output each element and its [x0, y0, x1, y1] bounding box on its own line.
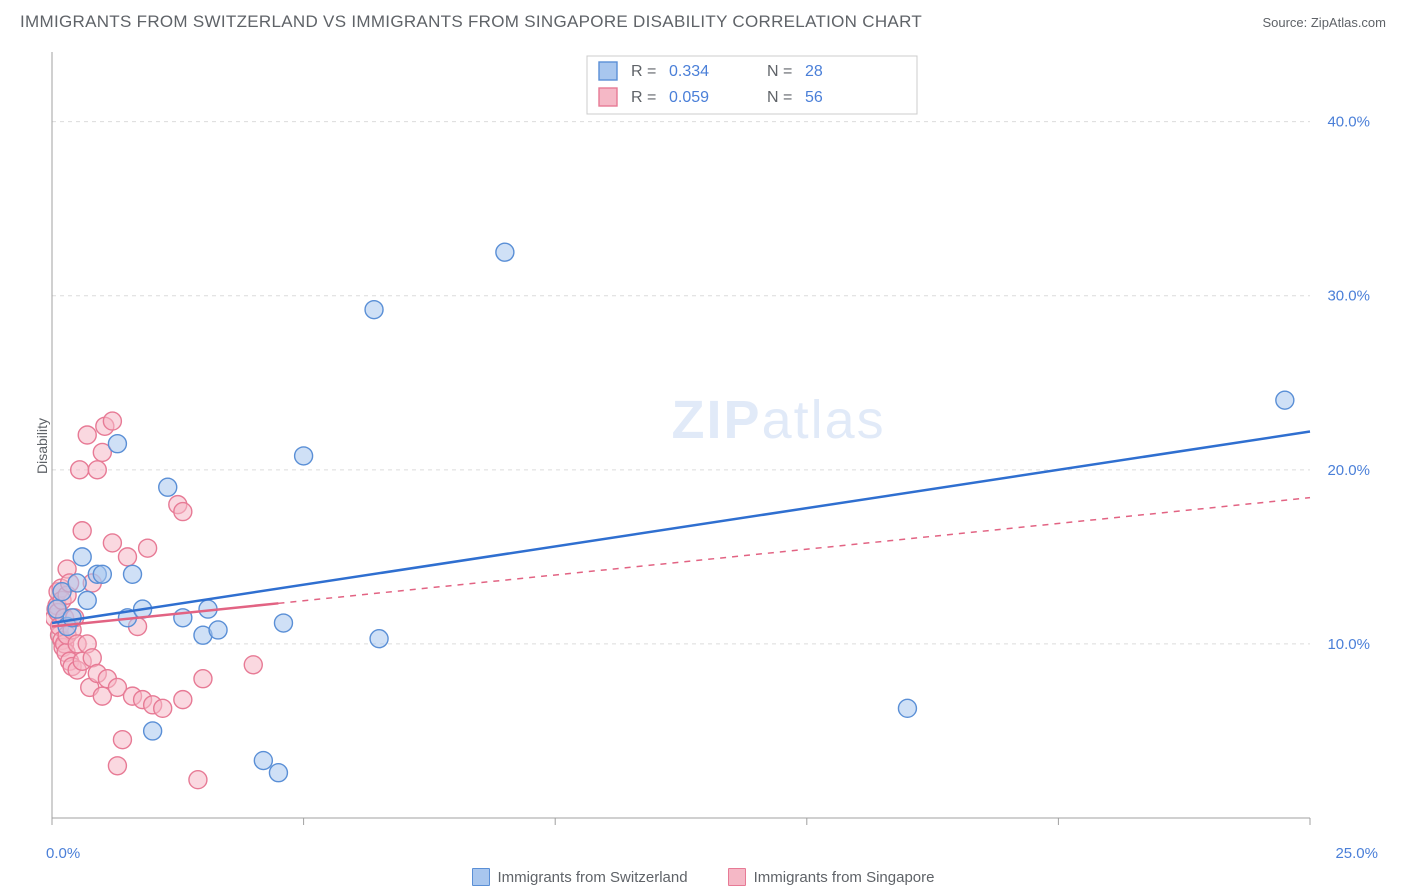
source-link[interactable]: ZipAtlas.com: [1311, 15, 1386, 30]
source-prefix: Source:: [1262, 15, 1310, 30]
svg-text:30.0%: 30.0%: [1327, 288, 1370, 305]
data-point: [118, 548, 136, 566]
legend-label-singapore: Immigrants from Singapore: [754, 869, 935, 886]
data-point: [78, 426, 96, 444]
stats-swatch: [599, 88, 617, 106]
stats-swatch: [599, 62, 617, 80]
chart-title: IMMIGRANTS FROM SWITZERLAND VS IMMIGRANT…: [20, 12, 922, 32]
x-min-label: 0.0%: [46, 845, 80, 862]
svg-text:20.0%: 20.0%: [1327, 462, 1370, 479]
stats-n-label: N =: [767, 63, 792, 80]
data-point: [139, 539, 157, 557]
stats-n-value: 28: [805, 63, 823, 80]
data-point: [1276, 391, 1294, 409]
data-point: [103, 412, 121, 430]
stats-r-label: R =: [631, 89, 656, 106]
data-point: [108, 757, 126, 775]
data-point: [496, 243, 514, 261]
data-point: [194, 670, 212, 688]
chart-area: 10.0% 20.0% 30.0% 40.0% ZIPatlas R = 0.334 N = 2…: [46, 46, 1378, 830]
data-point: [68, 574, 86, 592]
data-point: [159, 478, 177, 496]
regression-line-dashed: [278, 498, 1310, 604]
data-point: [88, 461, 106, 479]
data-point: [898, 699, 916, 717]
legend-label-switzerland: Immigrants from Switzerland: [498, 869, 688, 886]
data-point: [189, 771, 207, 789]
legend-swatch-singapore: [728, 868, 746, 886]
data-point: [244, 656, 262, 674]
stats-r-value: 0.334: [669, 63, 709, 80]
legend-swatch-switzerland: [472, 868, 490, 886]
stats-n-label: N =: [767, 89, 792, 106]
data-point: [209, 621, 227, 639]
data-point: [71, 461, 89, 479]
source-label: Source: ZipAtlas.com: [1262, 15, 1386, 30]
data-point: [73, 522, 91, 540]
data-point: [269, 764, 287, 782]
data-point: [370, 630, 388, 648]
legend-item-singapore: Immigrants from Singapore: [728, 868, 935, 886]
data-point: [274, 614, 292, 632]
stats-r-value: 0.059: [669, 89, 709, 106]
data-point: [295, 447, 313, 465]
stats-r-label: R =: [631, 63, 656, 80]
data-point: [154, 699, 172, 717]
data-point: [113, 731, 131, 749]
stats-n-value: 56: [805, 89, 823, 106]
data-point: [365, 301, 383, 319]
bottom-legend: Immigrants from Switzerland Immigrants f…: [0, 868, 1406, 886]
legend-item-switzerland: Immigrants from Switzerland: [472, 868, 688, 886]
data-point: [174, 503, 192, 521]
data-point: [93, 565, 111, 583]
data-point: [144, 722, 162, 740]
svg-text:40.0%: 40.0%: [1327, 114, 1370, 131]
data-point: [124, 565, 142, 583]
data-point: [78, 591, 96, 609]
svg-text:ZIPatlas: ZIPatlas: [672, 390, 886, 450]
x-max-label: 25.0%: [1335, 845, 1378, 862]
data-point: [174, 691, 192, 709]
data-point: [108, 435, 126, 453]
chart-svg: 10.0% 20.0% 30.0% 40.0% ZIPatlas R = 0.334 N = 2…: [46, 46, 1378, 830]
data-point: [73, 548, 91, 566]
regression-line: [52, 432, 1310, 624]
data-point: [103, 534, 121, 552]
svg-text:10.0%: 10.0%: [1327, 636, 1370, 653]
title-bar: IMMIGRANTS FROM SWITZERLAND VS IMMIGRANT…: [20, 12, 1386, 32]
data-point: [254, 752, 272, 770]
